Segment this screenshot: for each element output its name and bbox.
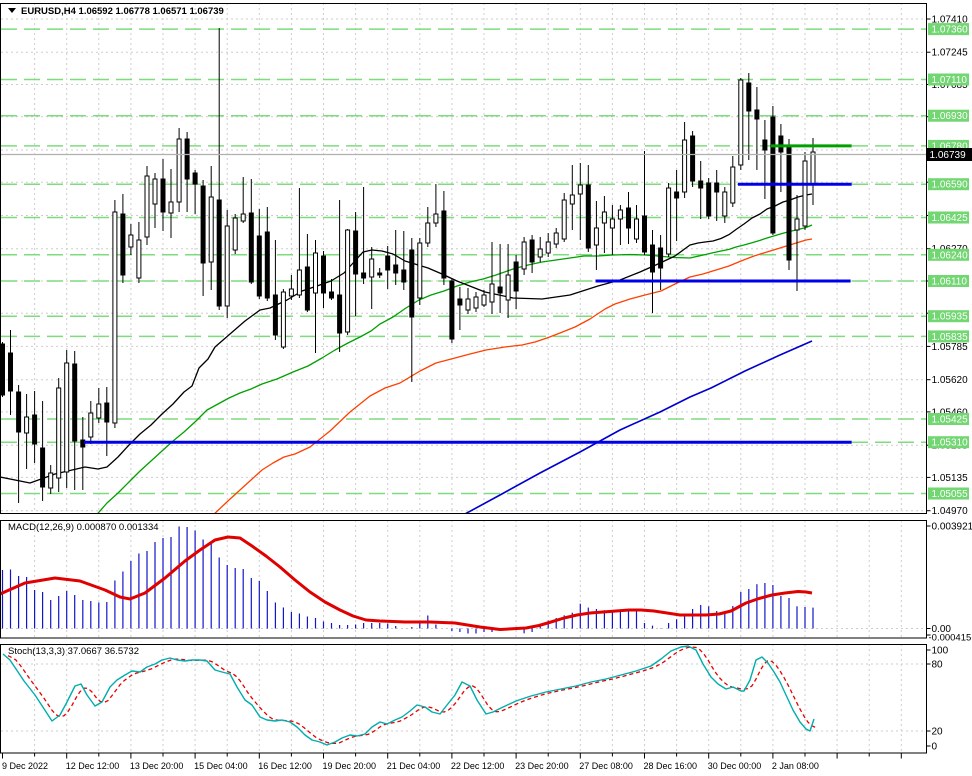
svg-text:0.00: 0.00 [932,624,952,635]
svg-text:28 Dec 16:00: 28 Dec 16:00 [644,761,698,771]
svg-text:21 Dec 04:00: 21 Dec 04:00 [387,761,441,771]
svg-text:12 Dec 12:00: 12 Dec 12:00 [66,761,120,771]
svg-text:2 Jan 08:00: 2 Jan 08:00 [772,761,819,771]
svg-text:1.07245: 1.07245 [932,48,969,59]
svg-text:MACD(12,26,9) 0.000870 0.00133: MACD(12,26,9) 0.000870 0.001334 [8,522,159,533]
svg-text:1.05135: 1.05135 [932,473,969,484]
svg-text:1.05785: 1.05785 [932,342,969,353]
svg-text:27 Dec 08:00: 27 Dec 08:00 [579,761,633,771]
svg-text:1.06780: 1.06780 [932,141,969,152]
svg-text:1.07110: 1.07110 [932,75,968,86]
svg-text:80: 80 [932,660,944,671]
svg-text:1.05835: 1.05835 [932,332,969,343]
svg-text:9 Dec 2022: 9 Dec 2022 [2,761,48,771]
svg-text:1.07360: 1.07360 [932,25,969,36]
svg-text:1.06739: 1.06739 [930,150,967,161]
svg-text:EURUSD,H4 1.06592 1.06778 1.0: EURUSD,H4 1.06592 1.06778 1.06571 1.0673… [21,6,224,17]
svg-text:1.05425: 1.05425 [932,415,969,426]
svg-text:15 Dec 04:00: 15 Dec 04:00 [194,761,248,771]
svg-text:30 Dec 00:00: 30 Dec 00:00 [708,761,762,771]
svg-text:16 Dec 12:00: 16 Dec 12:00 [258,761,312,771]
svg-text:1.06240: 1.06240 [932,250,969,261]
svg-text:1.06930: 1.06930 [932,111,969,122]
svg-text:1.05935: 1.05935 [932,312,969,323]
svg-text:1.06590: 1.06590 [932,180,969,191]
svg-text:1.06110: 1.06110 [932,277,968,288]
svg-text:23 Dec 20:00: 23 Dec 20:00 [515,761,569,771]
svg-text:1.05310: 1.05310 [932,438,969,449]
svg-text:0.003921: 0.003921 [932,522,972,533]
svg-text:1.05460: 1.05460 [932,407,969,418]
svg-text:1.05620: 1.05620 [932,375,969,386]
svg-text:Stoch(13,3,3) 37.0667 36.5732: Stoch(13,3,3) 37.0667 36.5732 [8,646,139,657]
svg-text:-0.000415: -0.000415 [929,633,972,644]
svg-text:100: 100 [932,646,949,657]
svg-text:22 Dec 12:00: 22 Dec 12:00 [451,761,505,771]
svg-text:1.05055: 1.05055 [932,489,969,500]
svg-text:13 Dec 20:00: 13 Dec 20:00 [130,761,184,771]
svg-text:19 Dec 20:00: 19 Dec 20:00 [323,761,377,771]
svg-text:1.04970: 1.04970 [932,506,969,517]
svg-text:1.07410: 1.07410 [932,15,969,26]
svg-text:1.06425: 1.06425 [932,213,969,224]
svg-text:0: 0 [932,742,938,753]
svg-text:20: 20 [932,727,944,738]
